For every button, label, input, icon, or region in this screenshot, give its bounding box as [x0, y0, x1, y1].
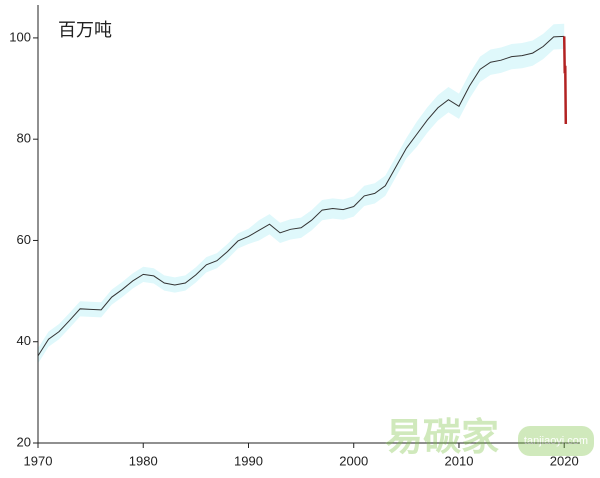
x-tick-label: 2010 [445, 453, 474, 468]
x-tick-label: 1990 [234, 453, 263, 468]
y-tick-label: 20 [17, 434, 31, 449]
x-tick-label: 1970 [24, 453, 53, 468]
y-tick-label: 60 [17, 232, 31, 247]
data-line [562, 36, 568, 125]
y-tick-label: 40 [17, 333, 31, 348]
watermark: 易碳家 tanjiaoyi.com [385, 417, 594, 459]
x-tick-label: 2000 [339, 453, 368, 468]
watermark-badge [518, 426, 594, 456]
x-tick-label: 1980 [129, 453, 158, 468]
y-tick-label: 100 [9, 29, 31, 44]
watermark-brand: 易碳家 [385, 417, 499, 459]
y-tick-label: 80 [17, 131, 31, 146]
data-line [37, 35, 565, 357]
uncertainty-band [38, 23, 565, 364]
watermark-site: tanjiaoyi.com [524, 435, 588, 447]
y-axis-label: 百万吨 [58, 20, 112, 40]
x-tick-label: 2020 [550, 453, 579, 468]
